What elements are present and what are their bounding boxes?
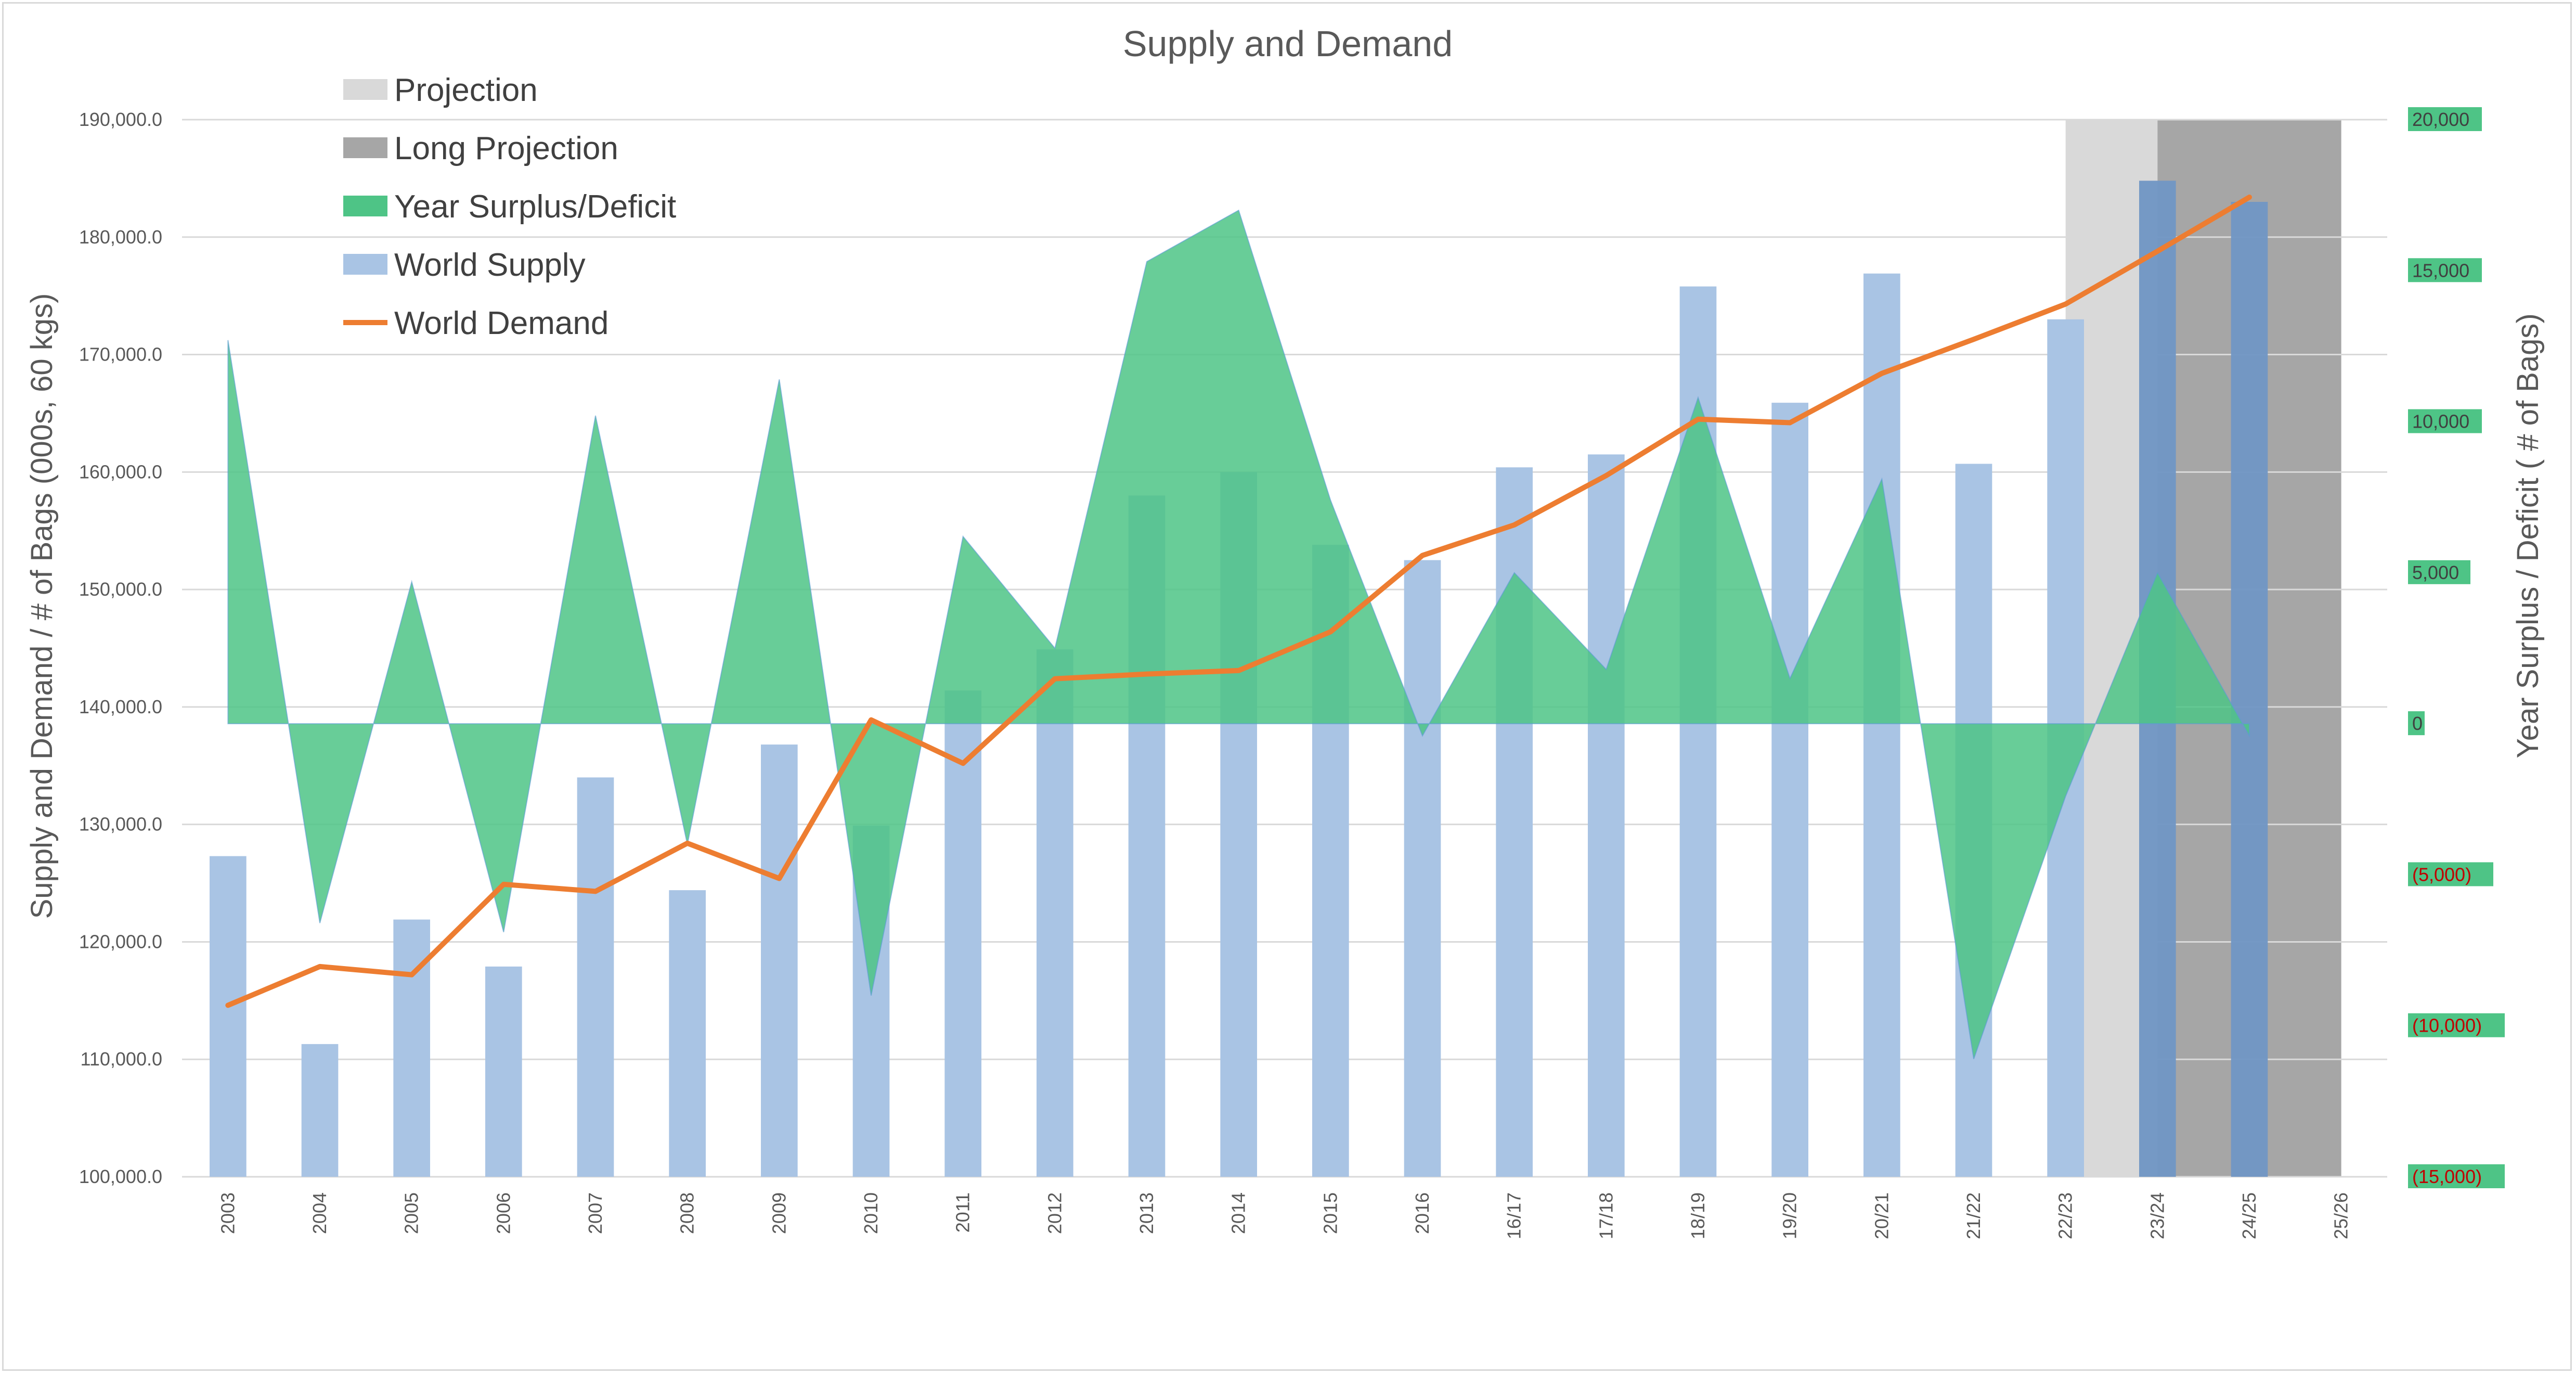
x-tick-label: 21/22 [1963,1192,1984,1239]
y2-axis-label: Year Surplus / Deficit ( # of Bags) [2511,313,2545,758]
legend-swatch-world-supply [343,254,387,275]
surplus-deficit-area [227,209,2250,1059]
right-tick-label: 0 [2412,713,2423,734]
x-tick-label: 2014 [1228,1192,1249,1234]
supply-bar [1404,560,1441,1177]
supply-bar [210,856,247,1177]
right-tick-label: (10,000) [2412,1015,2482,1036]
y-tick-label: 120,000.0 [79,931,162,952]
right-tick-bg [2408,107,2482,131]
supply-bar [669,890,706,1177]
right-tick-bg [2408,560,2470,584]
x-tick-label: 16/17 [1504,1192,1525,1239]
supply-bar [1037,649,1073,1177]
supply-bar [1771,403,1808,1177]
x-tick-label: 2003 [217,1192,238,1234]
y-tick-label: 100,000.0 [79,1166,162,1187]
x-tick-label: 2004 [309,1192,330,1234]
legend-label-year-surplus-deficit: Year Surplus/Deficit [394,189,676,225]
y-tick-label: 150,000.0 [79,579,162,600]
right-tick-label: (15,000) [2412,1166,2482,1187]
right-tick-label: 5,000 [2412,562,2459,583]
y-axis-label: Supply and Demand / # of Bags (000s, 60 … [25,293,59,919]
x-tick-label: 2005 [401,1192,422,1234]
x-tick-label: 24/25 [2238,1192,2260,1239]
right-tick-label: (5,000) [2412,864,2471,885]
x-tick-label: 22/23 [2055,1192,2076,1239]
supply-bar [944,690,981,1177]
right-tick-bg [2408,711,2425,736]
x-tick-label: 2009 [768,1192,789,1234]
x-tick-label: 20/21 [1871,1192,1892,1239]
x-tick-label: 2013 [1136,1192,1157,1234]
world-supply-bars [210,181,2268,1177]
x-tick-label: 17/18 [1595,1192,1616,1239]
legend-swatch-long-projection [343,137,387,158]
x-tick-label: 19/20 [1779,1192,1801,1239]
x-tick-label: 2006 [493,1192,514,1234]
y-tick-label: 180,000.0 [79,226,162,248]
right-tick-bg [2408,258,2482,282]
right-tick-bg [2408,1013,2505,1037]
y-tick-label: 130,000.0 [79,814,162,835]
supply-bar [485,966,522,1177]
gridlines [182,119,2387,1178]
legend-label-world-supply: World Supply [394,247,586,283]
y-tick-label: 140,000.0 [79,696,162,717]
supply-bar [761,744,798,1177]
x-axis-ticks: 2003 2004 2005 2006 2007 2008 2009 2010 2011 2012… [217,1192,2351,1239]
y-tick-label: 110,000.0 [81,1048,162,1070]
surplus-deficit-area [227,209,2250,1059]
y-tick-label: 160,000.0 [79,461,162,482]
right-tick-bg [2408,1164,2505,1188]
x-tick-label: 2011 [952,1192,974,1232]
x-tick-label: 2012 [1044,1192,1065,1234]
supply-bar [1588,454,1625,1177]
supply-bar [2231,202,2268,1177]
supply-bar [577,777,614,1177]
x-tick-label: 2007 [585,1192,606,1234]
x-tick-label: 2010 [860,1192,882,1234]
left-axis-ticks: 100,000.0 110,000.0 120,000.0 130,000.0 140,… [79,109,162,1187]
x-tick-label: 2016 [1412,1192,1433,1234]
x-tick-label: 2015 [1319,1192,1341,1234]
legend-swatch-year-surplus-deficit [343,196,387,216]
x-tick-label: 25/26 [2331,1192,2352,1239]
right-tick-bg [2408,409,2482,433]
demand-line [225,195,2252,1008]
supply-bar [301,1044,339,1177]
legend-label-world-demand: World Demand [394,305,609,341]
legend-label-projection: Projection [394,72,538,108]
supply-bar [1863,273,1900,1177]
right-tick-bg [2408,862,2493,886]
chart-title: Supply and Demand [1123,23,1453,64]
y-tick-label: 170,000.0 [79,344,162,365]
x-tick-label: 18/19 [1687,1192,1708,1239]
legend-label-long-projection: Long Projection [394,131,618,166]
y-tick-label: 190,000.0 [79,109,162,130]
legend: Projection Long Projection Year Surplus/De… [343,72,676,341]
right-axis-ticks: (15,000) (10,000) (5,000) 0 5,000 10,000 15,00… [2408,107,2505,1188]
right-tick-label: 10,000 [2412,411,2469,432]
legend-swatch-projection [343,79,387,100]
world-demand-line [225,195,2252,1008]
supply-bar [393,919,430,1177]
x-tick-label: 23/24 [2146,1192,2168,1239]
right-tick-label: 15,000 [2412,260,2469,281]
right-tick-label: 20,000 [2412,109,2469,130]
x-tick-label: 2008 [677,1192,698,1234]
